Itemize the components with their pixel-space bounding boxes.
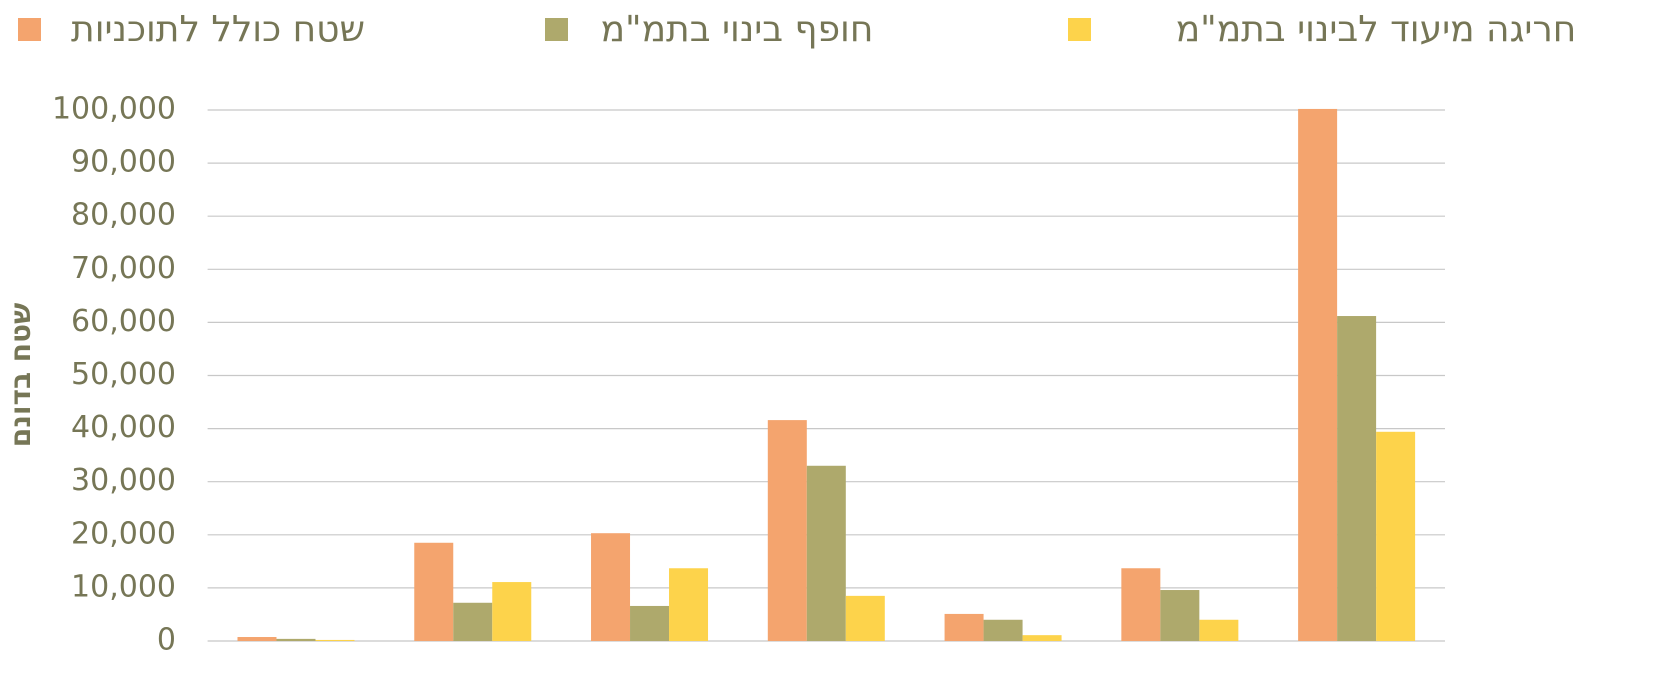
y-tick-label: 0 xyxy=(157,623,176,658)
bar xyxy=(237,637,277,641)
y-tick-label: 90,000 xyxy=(71,145,176,180)
legend-label: שטח כולל לתוכניות xyxy=(71,9,365,50)
legend-label: חופף בינוי בתמ"מ xyxy=(601,9,874,50)
y-tick-label: 10,000 xyxy=(71,569,176,604)
bar xyxy=(276,638,316,641)
bar xyxy=(630,605,670,641)
legend-swatch xyxy=(545,18,568,41)
bar xyxy=(1298,108,1338,642)
y-tick-label: 30,000 xyxy=(71,463,176,498)
bar xyxy=(1199,619,1239,641)
bar xyxy=(983,619,1023,641)
bar xyxy=(492,582,532,641)
legend-label: חריגה מיעוד לבינוי בתמ"מ xyxy=(1176,9,1577,50)
legend-swatch xyxy=(1068,18,1091,41)
bar xyxy=(414,542,454,641)
bar xyxy=(315,639,355,641)
y-tick-label: 60,000 xyxy=(71,304,176,339)
y-tick-label: 50,000 xyxy=(71,357,176,392)
bar xyxy=(806,465,846,641)
bar xyxy=(591,533,631,641)
bar xyxy=(944,613,984,641)
bar xyxy=(845,595,885,641)
bar xyxy=(669,568,709,641)
bar xyxy=(453,602,493,641)
bar xyxy=(1160,590,1200,641)
bar xyxy=(1376,431,1416,641)
y-tick-label: 40,000 xyxy=(71,410,176,445)
y-axis-label: שטח בדונם xyxy=(4,303,37,448)
bar xyxy=(1337,316,1377,641)
bar xyxy=(1022,635,1062,641)
bar xyxy=(767,420,807,641)
y-tick-label: 100,000 xyxy=(52,92,176,127)
legend-swatch xyxy=(18,18,41,41)
y-tick-label: 70,000 xyxy=(71,251,176,286)
y-tick-label: 80,000 xyxy=(71,198,176,233)
bar xyxy=(1121,568,1161,641)
y-tick-label: 20,000 xyxy=(71,516,176,551)
